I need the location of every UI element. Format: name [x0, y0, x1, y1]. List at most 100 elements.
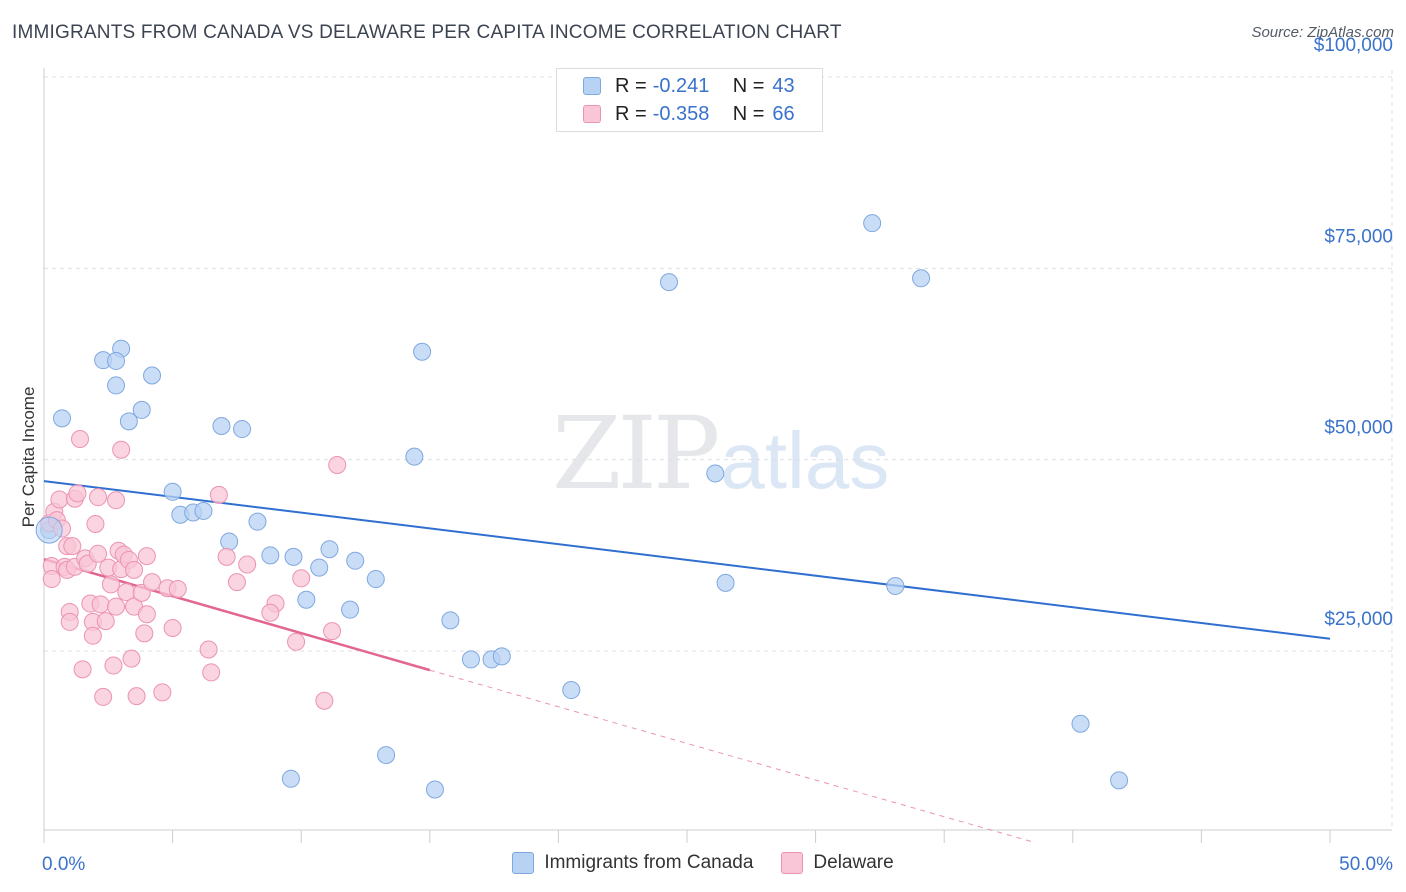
- delaware-point: [122, 649, 141, 668]
- delaware-point: [217, 547, 236, 566]
- canada-point: [461, 650, 480, 669]
- canada-point: [212, 416, 231, 435]
- delaware-point: [101, 575, 120, 594]
- delaware-point: [104, 656, 123, 675]
- canada-point: [297, 590, 316, 609]
- delaware-point: [127, 687, 146, 706]
- delaware-point: [96, 612, 115, 631]
- canada-trend-line: [43, 480, 1331, 640]
- data-points: [35, 214, 1129, 799]
- pink-swatch: [583, 105, 601, 123]
- source-label: Source: ZipAtlas.com: [1251, 24, 1394, 41]
- canada-point: [107, 351, 126, 370]
- delaware-point: [143, 573, 162, 592]
- delaware-point: [137, 605, 156, 624]
- x-tick-label: 50.0%: [1339, 854, 1393, 875]
- r-value: -0.358: [652, 102, 710, 125]
- canada-point: [377, 746, 396, 765]
- canada-point: [320, 540, 339, 559]
- canada-point: [107, 376, 126, 395]
- canada-point: [346, 551, 365, 570]
- canada-point: [53, 409, 72, 428]
- stats-legend: R = -0.241 N = 43 R = -0.358 N = 66: [556, 68, 823, 132]
- n-value: 43: [772, 74, 795, 97]
- canada-point: [132, 400, 151, 419]
- canada-point: [281, 769, 300, 788]
- delaware-point: [50, 490, 69, 509]
- delaware-point: [91, 595, 110, 614]
- canada-point: [119, 412, 138, 431]
- series-legend: Immigrants from Canada Delaware: [0, 852, 1406, 874]
- r-label: R =: [615, 74, 647, 97]
- delaware-trend-extension: [429, 669, 1035, 843]
- delaware-point: [199, 640, 218, 659]
- delaware-point: [168, 580, 187, 599]
- y-tick-label: $25,000: [1324, 609, 1393, 630]
- y-tick-label: $50,000: [1324, 418, 1393, 439]
- delaware-point: [60, 612, 79, 631]
- watermark-zip: ZIP: [552, 395, 720, 512]
- blue-swatch: [583, 77, 601, 95]
- n-label: N =: [732, 102, 765, 125]
- delaware-point: [287, 632, 306, 651]
- delaware-point: [42, 570, 61, 589]
- grid-lines: [44, 70, 1393, 830]
- n-label: N =: [732, 74, 765, 97]
- y-tick-label: $100,000: [1314, 35, 1393, 56]
- canada-point: [233, 420, 252, 439]
- delaware-point: [94, 687, 113, 706]
- x-tick-label: 0.0%: [42, 854, 85, 875]
- canada-point: [1071, 714, 1090, 733]
- canada-point: [492, 647, 511, 666]
- delaware-point: [315, 691, 334, 710]
- r-label: R =: [615, 102, 647, 125]
- watermark: ZIPatlas: [552, 395, 889, 512]
- delaware-point: [89, 544, 108, 563]
- canada-point: [716, 573, 735, 592]
- delaware-point: [202, 663, 221, 682]
- canada-point: [441, 611, 460, 630]
- canada-point: [706, 464, 725, 483]
- delaware-point: [71, 430, 90, 449]
- canada-point: [194, 501, 213, 520]
- delaware-point: [107, 597, 126, 616]
- y-tick-label: $75,000: [1324, 226, 1393, 247]
- canada-point: [886, 576, 905, 595]
- canada-point: [261, 546, 280, 565]
- blue-swatch: [512, 852, 535, 874]
- delaware-point: [112, 440, 131, 459]
- delaware-point: [292, 569, 311, 588]
- watermark-atlas: atlas: [720, 416, 890, 505]
- canada-point: [220, 532, 239, 551]
- canada-point: [413, 342, 432, 361]
- stats-row-canada: R = -0.241 N = 43: [583, 73, 795, 99]
- canada-point: [562, 681, 581, 700]
- delaware-point: [323, 622, 342, 641]
- legend-label-delaware: Delaware: [813, 852, 894, 873]
- pink-swatch: [781, 852, 804, 874]
- legend-item-delaware[interactable]: Delaware: [781, 852, 894, 874]
- delaware-point: [125, 560, 144, 579]
- delaware-point: [135, 624, 154, 643]
- legend-item-canada[interactable]: Immigrants from Canada: [512, 852, 753, 874]
- delaware-point: [153, 683, 172, 702]
- canada-point: [310, 558, 329, 577]
- canada-point: [341, 600, 360, 619]
- canada-point: [248, 512, 267, 531]
- canada-point: [425, 780, 444, 799]
- delaware-point: [86, 514, 105, 533]
- canada-point: [143, 366, 162, 385]
- delaware-point: [68, 484, 87, 503]
- delaware-point: [73, 660, 92, 679]
- r-value: -0.241: [652, 74, 710, 97]
- delaware-point: [227, 573, 246, 592]
- axis-labels: $25,000 $50,000 $75,000 $100,000 0.0% 50.0% Pe…: [19, 35, 1393, 875]
- delaware-point: [137, 547, 156, 566]
- delaware-point: [209, 485, 228, 504]
- canada-point: [366, 570, 385, 589]
- delaware-point: [261, 603, 280, 622]
- delaware-point: [163, 619, 182, 638]
- y-axis-label: Per Capita Income: [19, 387, 38, 528]
- canada-point: [284, 547, 303, 566]
